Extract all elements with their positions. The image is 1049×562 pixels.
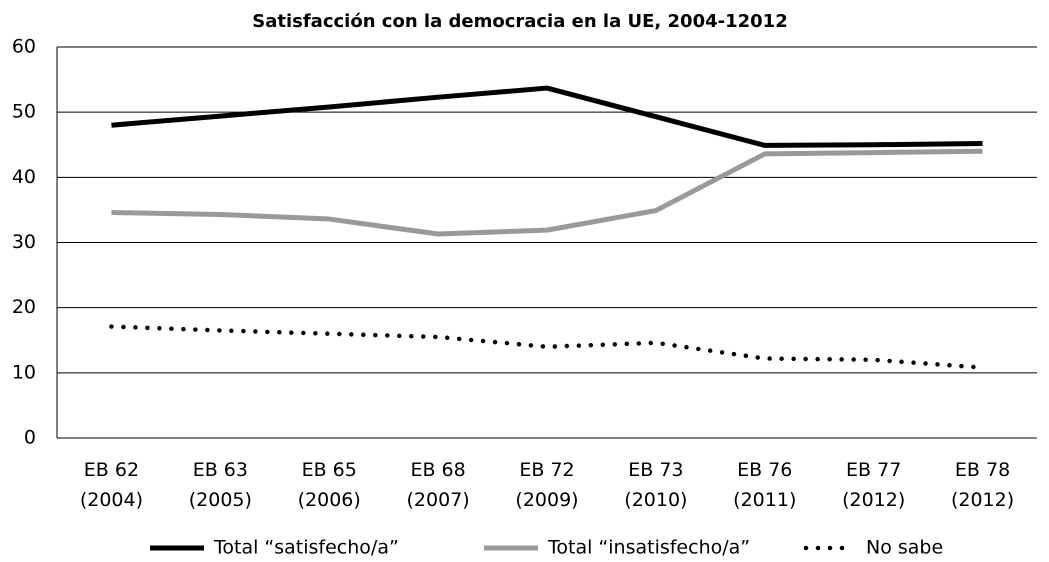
legend-label: Total “satisfecho/a” xyxy=(213,537,399,559)
legend-label: Total “insatisfecho/a” xyxy=(547,537,750,559)
y-tick-label: 30 xyxy=(12,231,36,253)
y-tick-label: 10 xyxy=(12,361,36,383)
y-tick-label: 40 xyxy=(12,166,36,188)
y-tick-label: 60 xyxy=(12,36,36,58)
y-tick-label: 50 xyxy=(12,101,36,123)
x-tick-label: EB 72 (2009) xyxy=(515,459,578,511)
legend-label: No sabe xyxy=(866,537,943,559)
y-tick-label: 20 xyxy=(12,296,36,318)
series-line xyxy=(109,324,985,370)
x-tick-label: EB 62 (2004) xyxy=(80,459,143,511)
series-line xyxy=(111,148,983,237)
x-tick-label: EB 68 (2007) xyxy=(407,459,470,511)
x-tick-label: EB 78 (2012) xyxy=(951,459,1014,511)
x-tick-label: EB 73 (2010) xyxy=(624,459,687,511)
x-tick-label: EB 76 (2011) xyxy=(733,459,796,511)
x-tick-label: EB 63 (2005) xyxy=(189,459,252,511)
x-tick-label: EB 77 (2012) xyxy=(842,459,905,511)
series-line xyxy=(111,85,983,148)
chart-title: Satisfacción con la democracia en la UE,… xyxy=(252,11,787,32)
y-tick-label: 0 xyxy=(24,427,36,449)
x-tick-label: EB 65 (2006) xyxy=(298,459,361,511)
